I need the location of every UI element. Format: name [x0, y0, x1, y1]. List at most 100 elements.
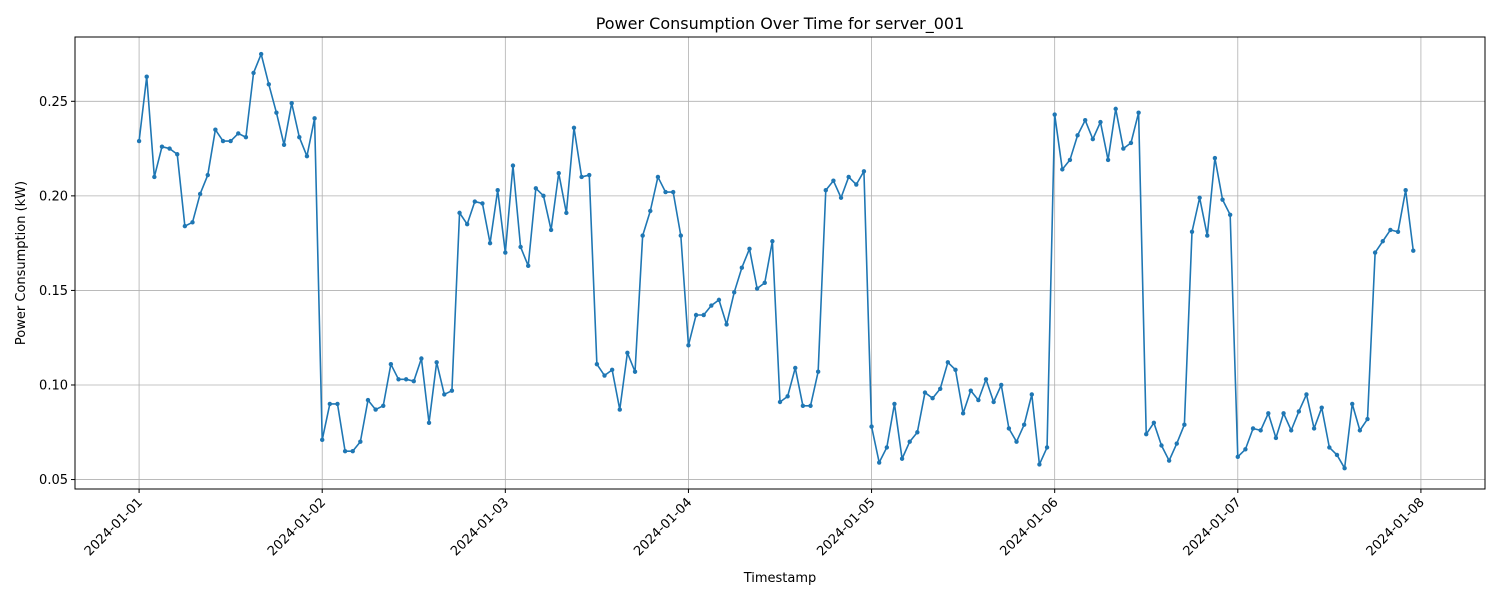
data-point — [434, 360, 439, 365]
data-point — [648, 208, 653, 214]
data-point — [1342, 466, 1347, 471]
x-tick-label: 2024-01-06 — [997, 495, 1061, 559]
data-point — [861, 169, 867, 174]
data-point — [678, 233, 684, 238]
data-point — [243, 135, 249, 140]
data-point — [281, 142, 287, 147]
data-point — [258, 51, 264, 57]
data-point — [213, 127, 218, 132]
data-point — [1082, 118, 1088, 123]
data-point — [1403, 187, 1408, 193]
x-tick-label: 2024-01-01 — [82, 495, 146, 559]
data-point — [663, 189, 668, 195]
data-point — [686, 343, 691, 348]
data-point — [182, 223, 188, 229]
data-point — [693, 312, 699, 318]
data-point — [892, 401, 897, 407]
chart-title: Power Consumption Over Time for server_0… — [596, 14, 965, 34]
series-line — [138, 53, 1415, 470]
data-point — [335, 401, 340, 407]
data-point — [1289, 428, 1294, 433]
y-tick-label: 0.25 — [39, 95, 68, 110]
x-tick-label: 2024-01-07 — [1181, 495, 1245, 559]
data-point — [587, 172, 592, 178]
data-point — [602, 373, 607, 378]
y-tick-label: 0.15 — [39, 284, 68, 299]
data-point — [907, 439, 912, 444]
data-point — [449, 388, 455, 393]
data-point — [1212, 155, 1218, 161]
data-point — [1090, 136, 1096, 142]
data-point — [999, 382, 1004, 388]
data-point — [609, 367, 615, 373]
data-point — [1365, 416, 1370, 422]
data-point — [1357, 428, 1363, 433]
data-point — [632, 369, 638, 374]
data-point — [1327, 445, 1332, 450]
data-point — [556, 170, 561, 176]
data-point — [1258, 428, 1263, 433]
data-point — [442, 392, 447, 397]
data-point — [457, 210, 462, 216]
data-point — [289, 100, 294, 106]
data-point — [1105, 157, 1111, 163]
data-point — [838, 195, 844, 200]
data-point — [1037, 462, 1042, 467]
data-point — [732, 290, 737, 295]
data-point — [1197, 195, 1202, 200]
data-point — [320, 437, 325, 443]
data-point — [236, 131, 241, 136]
data-point — [136, 138, 142, 144]
data-point — [1281, 411, 1286, 416]
data-point — [716, 297, 722, 303]
data-point — [358, 439, 363, 444]
data-point — [1235, 454, 1240, 460]
y-axis-label: Power Consumption (kW) — [14, 181, 29, 345]
data-point — [1144, 431, 1149, 437]
y-tick-label: 0.10 — [39, 378, 68, 393]
data-point — [1411, 248, 1416, 253]
y-tick-label: 0.05 — [39, 473, 68, 488]
data-point — [1311, 426, 1317, 431]
data-point — [747, 246, 752, 252]
data-point — [1388, 227, 1393, 233]
data-point — [1266, 411, 1271, 416]
data-point — [388, 361, 394, 367]
data-point — [1250, 426, 1256, 431]
data-point — [1372, 250, 1378, 255]
data-point — [1098, 119, 1103, 125]
data-point — [670, 189, 676, 195]
data-point — [1121, 146, 1126, 151]
data-point — [1006, 426, 1012, 431]
x-axis-label: Timestamp — [743, 571, 817, 586]
data-point — [1182, 422, 1187, 427]
data-point — [1128, 140, 1134, 146]
data-point — [342, 448, 348, 454]
data-point — [152, 174, 157, 180]
x-tick-label: 2024-01-04 — [631, 495, 695, 559]
data-point — [304, 153, 310, 159]
data-point — [960, 411, 966, 416]
data-point — [1052, 112, 1057, 117]
data-point — [876, 460, 882, 465]
data-point — [1159, 443, 1164, 448]
data-point — [464, 222, 470, 227]
data-point — [831, 178, 836, 183]
data-point — [1380, 239, 1385, 244]
data-point — [526, 263, 531, 269]
x-tick-label: 2024-01-05 — [814, 495, 878, 559]
data-point — [922, 390, 928, 395]
data-point — [1075, 133, 1080, 138]
data-point — [846, 174, 851, 180]
data-point — [144, 74, 149, 79]
data-point — [1395, 229, 1401, 234]
data-point — [930, 396, 935, 401]
data-point — [594, 361, 600, 367]
data-point — [350, 448, 355, 454]
data-point — [419, 356, 424, 361]
data-point — [1029, 392, 1034, 397]
data-point — [915, 430, 920, 435]
data-point — [701, 312, 706, 318]
data-point — [1243, 447, 1248, 452]
